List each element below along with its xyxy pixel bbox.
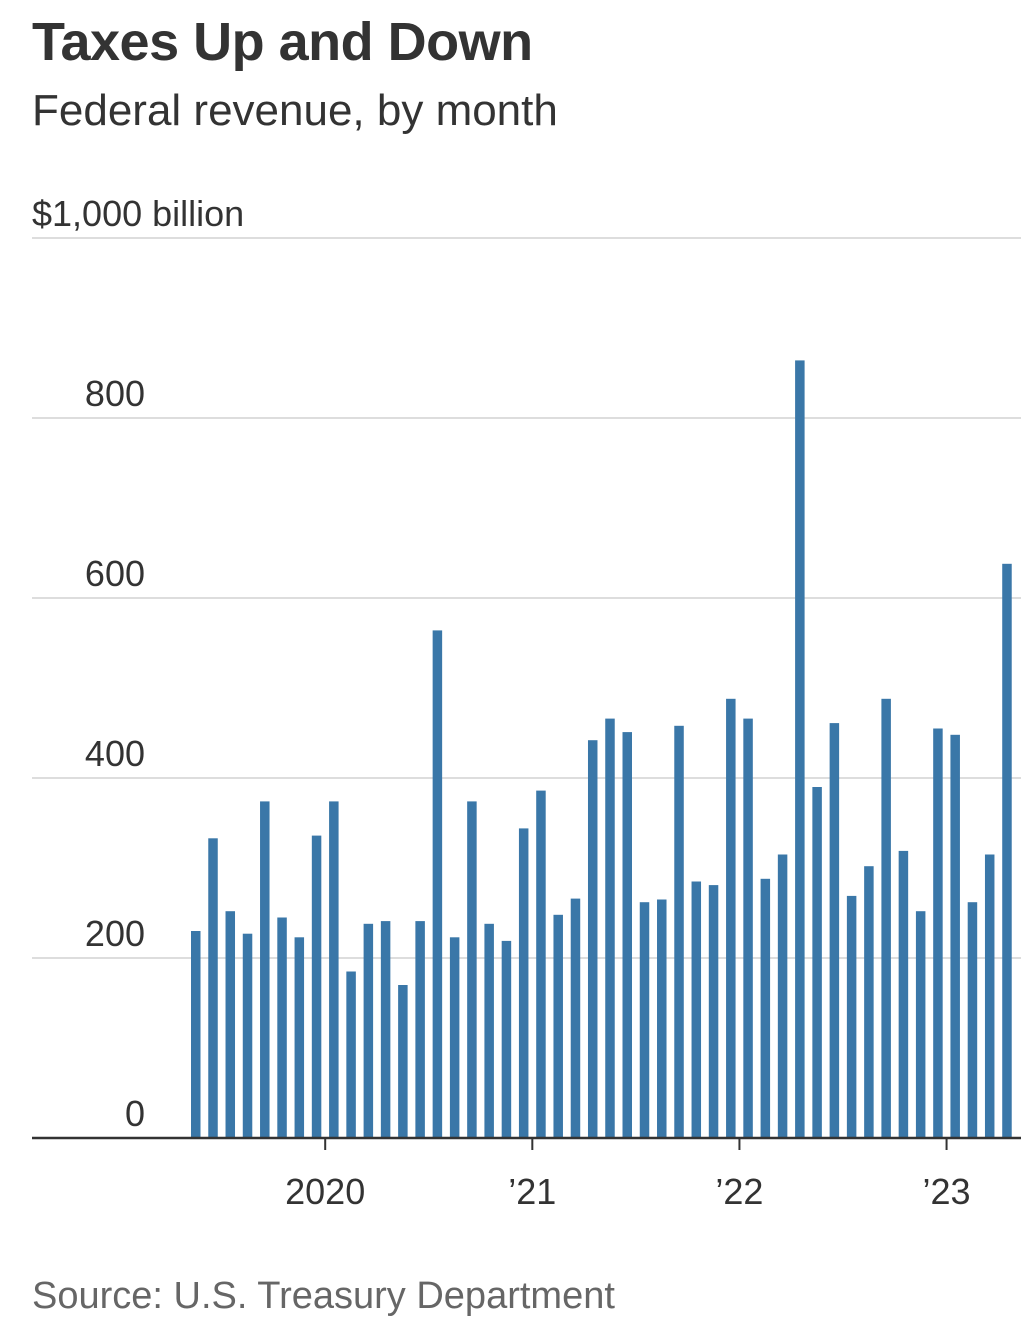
bar bbox=[708, 885, 719, 1138]
bar bbox=[639, 902, 650, 1138]
bar bbox=[691, 881, 702, 1138]
bar bbox=[432, 630, 443, 1138]
bar bbox=[829, 723, 840, 1138]
y-tick-label: 800 bbox=[85, 373, 145, 414]
bar bbox=[260, 801, 270, 1138]
bar bbox=[225, 911, 236, 1138]
bar bbox=[657, 899, 667, 1138]
bar bbox=[277, 917, 287, 1138]
bar bbox=[984, 854, 995, 1138]
chart-subtitle: Federal revenue, by month bbox=[32, 86, 558, 135]
bar-chart: 0 200 400 600 800 $1,000 billion 2020 ’21 ’22 ’23 bbox=[32, 193, 1021, 1212]
bar bbox=[501, 940, 512, 1138]
bar bbox=[605, 718, 615, 1138]
bar bbox=[760, 878, 771, 1138]
x-tick-label: ’23 bbox=[923, 1171, 971, 1212]
bar bbox=[484, 923, 494, 1138]
bar bbox=[846, 895, 857, 1138]
bar bbox=[1002, 563, 1012, 1138]
bar bbox=[967, 902, 978, 1138]
bar bbox=[587, 740, 598, 1138]
x-tick-label: ’21 bbox=[508, 1171, 556, 1212]
bar bbox=[208, 838, 218, 1138]
bar bbox=[380, 921, 391, 1138]
bar bbox=[294, 937, 305, 1138]
y-tick-label: 600 bbox=[85, 553, 145, 594]
bar bbox=[864, 866, 874, 1138]
bar bbox=[536, 790, 546, 1138]
bar bbox=[795, 360, 805, 1138]
bar bbox=[191, 931, 201, 1138]
bar bbox=[329, 801, 339, 1138]
bar bbox=[898, 850, 909, 1138]
bar bbox=[812, 787, 822, 1138]
bar bbox=[777, 854, 788, 1138]
bar bbox=[726, 698, 736, 1138]
bar bbox=[346, 971, 356, 1138]
y-tick-label: 400 bbox=[85, 733, 145, 774]
bar bbox=[915, 911, 926, 1138]
bar bbox=[881, 698, 891, 1138]
bar bbox=[674, 725, 684, 1138]
bar bbox=[311, 835, 322, 1138]
x-tick-label: ’22 bbox=[715, 1171, 763, 1212]
x-tick-label: 2020 bbox=[285, 1171, 365, 1212]
bar bbox=[363, 923, 374, 1138]
bar bbox=[933, 728, 943, 1138]
bar bbox=[415, 921, 425, 1138]
bar bbox=[553, 914, 563, 1138]
bar bbox=[467, 801, 477, 1138]
bar bbox=[449, 937, 460, 1138]
bar bbox=[242, 933, 253, 1138]
y-tick-label: $1,000 billion bbox=[32, 193, 244, 234]
bar bbox=[518, 828, 529, 1138]
chart-title: Taxes Up and Down bbox=[32, 12, 533, 72]
y-tick-label: 200 bbox=[85, 913, 145, 954]
bar bbox=[950, 734, 960, 1138]
source-note: Source: U.S. Treasury Department bbox=[32, 1275, 615, 1317]
bar bbox=[570, 898, 581, 1138]
bar bbox=[743, 718, 753, 1138]
bar bbox=[622, 732, 632, 1138]
y-tick-label: 0 bbox=[125, 1093, 145, 1134]
bar bbox=[398, 985, 408, 1138]
